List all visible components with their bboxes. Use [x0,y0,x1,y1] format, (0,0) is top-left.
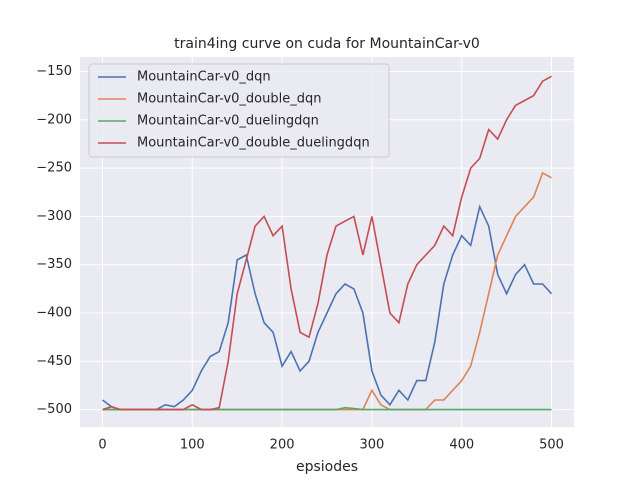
x-tick-label: 100 [180,438,205,453]
series-line [102,75,552,411]
x-tick-label: 0 [98,438,106,453]
legend-label: MountainCar-v0_dqn [137,70,271,85]
y-tick-label: −200 [36,112,72,127]
y-tick-label: −450 [36,354,72,369]
y-tick-label: −350 [36,257,72,272]
y-tick-label: −400 [36,306,72,321]
x-tick-label: 400 [449,438,474,453]
legend-label: MountainCar-v0_double_dqn [137,92,321,107]
y-tick-label: −150 [36,64,72,79]
y-tick-label: −300 [36,209,72,224]
legend-label: MountainCar-v0_double_duelingdqn [137,136,370,151]
series-line [102,204,553,411]
legend-box [88,63,390,158]
legend-label: MountainCar-v0_duelingdqn [137,114,319,129]
x-tick-label: 300 [359,438,384,453]
chart-title: train4ing curve on cuda for MountainCar-… [174,36,480,52]
y-tick-label: −500 [36,402,72,417]
y-tick-label: −250 [36,161,72,176]
x-tick-label: 500 [539,438,564,453]
x-tick-label: 200 [270,438,295,453]
x-axis-label: epsiodes [296,459,358,475]
